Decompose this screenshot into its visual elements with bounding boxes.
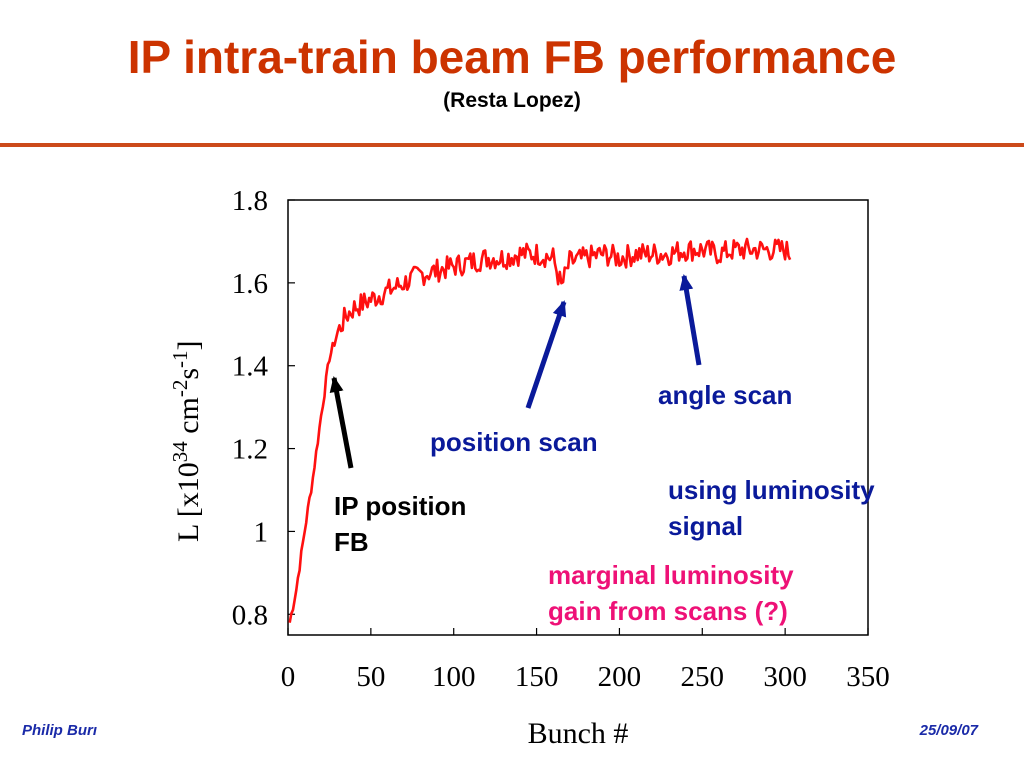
ylabel-exp-34: 34: [168, 441, 192, 463]
ylabel-part-2: cm: [172, 397, 205, 441]
footer-author: Philip Burı: [22, 722, 97, 739]
position-scan-arrow: [525, 300, 567, 409]
x-tick-label: 0: [281, 661, 296, 693]
footer-date: 25/09/07: [919, 722, 978, 739]
ticks-layer: 0 50 100 150 200 250 300 350 0.8 1 1.2 1.4 1.6 1.8: [232, 185, 890, 693]
position-scan-label: position scan: [430, 427, 598, 457]
ip-position-fb-label: IP position FB: [334, 488, 466, 560]
luminosity-signal-line2: signal: [668, 511, 744, 541]
luminosity-series-line: [288, 237, 792, 623]
slide-title: IP intra-train beam FB performance: [127, 31, 897, 83]
chart-svg: 0 50 100 150 200 250 300 350 0.8 1 1.2 1.4 1.6 1.8 L …: [168, 185, 890, 750]
luminosity-chart: 0 50 100 150 200 250 300 350 0.8 1 1.2 1.4 1.6 1.8 L …: [150, 170, 910, 760]
x-tick-label: 150: [515, 661, 559, 693]
marginal-gain-label: marginal luminosity gain from scans (?): [548, 557, 794, 629]
ylabel-part-3: s: [172, 368, 205, 380]
slide-subtitle: (Resta Lopez): [443, 89, 581, 112]
ip-position-line2: FB: [334, 527, 369, 557]
angle-scan-arrow: [679, 274, 702, 366]
x-tick-label: 300: [763, 661, 807, 693]
x-tick-label: 350: [846, 661, 890, 693]
luminosity-signal-line1: using luminosity: [668, 475, 875, 505]
title-divider: [0, 143, 1024, 147]
ylabel-part-4: ]: [172, 340, 205, 350]
ip-position-arrow: [329, 376, 354, 469]
x-tick-label: 200: [598, 661, 642, 693]
y-tick-label: 1.2: [232, 434, 268, 466]
marginal-gain-line1: marginal luminosity: [548, 560, 794, 590]
y-tick-label: 1.8: [232, 185, 268, 217]
y-tick-label: 0.8: [232, 599, 268, 631]
svg-text:L [x1034 cm-2s-1]: L [x1034 cm-2s-1]: [168, 340, 205, 542]
x-tick-label: 250: [681, 661, 725, 693]
y-tick-label: 1: [254, 516, 269, 548]
marginal-gain-line2: gain from scans (?): [548, 596, 788, 626]
ip-position-line1: IP position: [334, 491, 467, 521]
y-tick-label: 1.6: [232, 268, 268, 300]
ylabel-exp-minus-1: -1: [168, 350, 192, 368]
y-tick-label: 1.4: [232, 351, 269, 383]
x-axis-label: Bunch #: [528, 717, 629, 750]
angle-scan-label: angle scan: [658, 380, 793, 410]
plot-frame: [287, 199, 869, 636]
luminosity-signal-label: using luminosity signal: [668, 472, 875, 544]
x-tick-label: 100: [432, 661, 476, 693]
ylabel-exp-minus-2: -2: [168, 380, 192, 398]
x-tick-label: 50: [356, 661, 385, 693]
y-axis-label: L [x1034 cm-2s-1]: [168, 340, 205, 542]
ylabel-part-1: L [x10: [172, 462, 205, 542]
